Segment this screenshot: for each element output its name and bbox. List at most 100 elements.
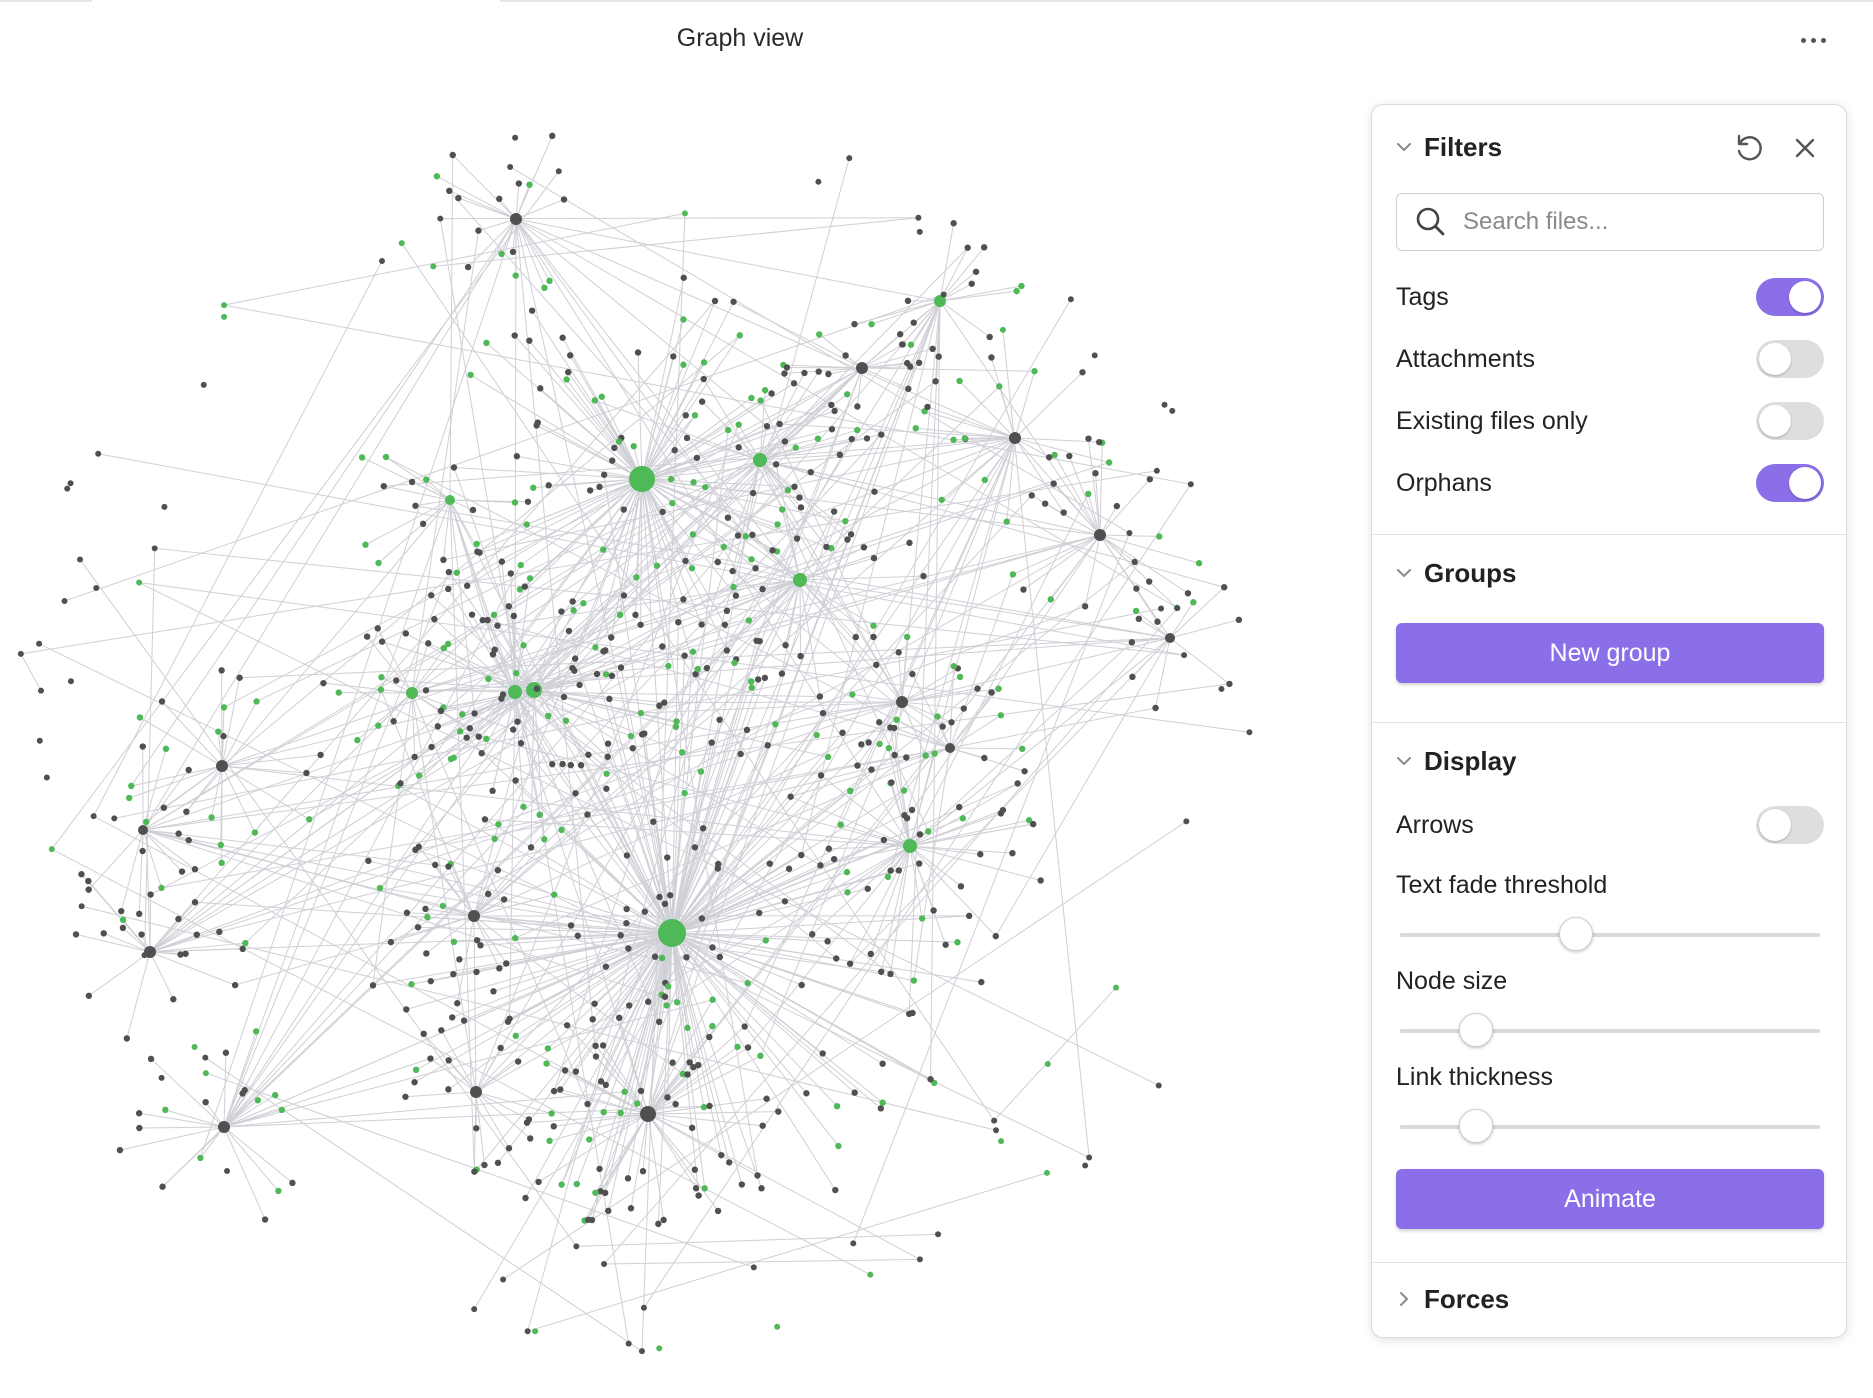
graph-node[interactable] xyxy=(456,956,463,963)
graph-node[interactable] xyxy=(1126,530,1133,537)
graph-node[interactable] xyxy=(843,868,851,876)
graph-node[interactable] xyxy=(602,671,610,678)
graph-node[interactable] xyxy=(158,1074,165,1081)
graph-node[interactable] xyxy=(514,1058,522,1065)
graph-node[interactable] xyxy=(597,1078,605,1085)
graph-node[interactable] xyxy=(681,789,688,797)
graph-node[interactable] xyxy=(563,1022,571,1029)
graph-node[interactable] xyxy=(895,649,902,656)
graph-node[interactable] xyxy=(641,730,648,737)
graph-node[interactable] xyxy=(463,582,471,589)
graph-node[interactable] xyxy=(158,884,165,892)
graph-node[interactable] xyxy=(576,681,583,689)
graph-node[interactable] xyxy=(910,977,918,984)
graph-node[interactable] xyxy=(681,210,688,217)
graph-node[interactable] xyxy=(378,638,386,645)
graph-node[interactable] xyxy=(684,1024,691,1032)
graph-node[interactable] xyxy=(724,426,732,434)
graph-node[interactable] xyxy=(382,453,390,461)
graph-node[interactable] xyxy=(723,607,731,615)
graph-node[interactable] xyxy=(1094,529,1106,541)
graph-node[interactable] xyxy=(927,1076,934,1083)
graph-node[interactable] xyxy=(517,561,525,569)
graph-node[interactable] xyxy=(907,341,915,348)
graph-node[interactable] xyxy=(849,691,856,698)
graph-node[interactable] xyxy=(698,398,706,405)
graph-node[interactable] xyxy=(842,518,849,525)
graph-node[interactable] xyxy=(116,1146,124,1154)
graph-node[interactable] xyxy=(449,1014,456,1021)
graph-node[interactable] xyxy=(363,633,371,640)
graph-node[interactable] xyxy=(784,487,792,494)
graph-node[interactable] xyxy=(161,503,168,510)
graph-node[interactable] xyxy=(468,611,476,618)
graph-node[interactable] xyxy=(490,988,497,995)
graph-node[interactable] xyxy=(790,380,798,387)
graph-node[interactable] xyxy=(1043,1169,1050,1176)
graph-node[interactable] xyxy=(592,1042,599,1050)
graph-node[interactable] xyxy=(1155,1082,1162,1089)
graph-node[interactable] xyxy=(836,451,844,459)
graph-node[interactable] xyxy=(224,1167,231,1174)
graph-node[interactable] xyxy=(692,1185,700,1192)
graph-node[interactable] xyxy=(402,630,410,637)
graph-node[interactable] xyxy=(1129,673,1136,681)
graph-node[interactable] xyxy=(1128,639,1136,646)
graph-node[interactable] xyxy=(445,1057,452,1064)
graph-node[interactable] xyxy=(182,950,189,957)
graph-node[interactable] xyxy=(664,983,672,990)
graph-node[interactable] xyxy=(208,814,215,821)
graph-node[interactable] xyxy=(772,461,780,468)
graph-node[interactable] xyxy=(968,280,975,287)
graph-node[interactable] xyxy=(916,228,923,235)
graph-node[interactable] xyxy=(533,422,540,429)
graph-node[interactable] xyxy=(445,1086,452,1093)
graph-node[interactable] xyxy=(980,244,988,251)
graph-node[interactable] xyxy=(1132,607,1140,615)
graph-node[interactable] xyxy=(484,616,491,624)
graph-node[interactable] xyxy=(724,514,732,521)
graph-node[interactable] xyxy=(801,369,808,377)
graph-node[interactable] xyxy=(828,544,835,552)
graph-node[interactable] xyxy=(221,313,228,320)
graph-node[interactable] xyxy=(507,163,514,170)
graph-node[interactable] xyxy=(735,421,742,428)
graph-node[interactable] xyxy=(119,916,127,924)
graph-node[interactable] xyxy=(854,426,861,434)
graph-node[interactable] xyxy=(711,297,719,305)
graph-node[interactable] xyxy=(253,698,260,705)
graph-node[interactable] xyxy=(38,687,45,694)
graph-node[interactable] xyxy=(306,816,313,823)
graph-node[interactable] xyxy=(735,444,742,451)
graph-node[interactable] xyxy=(817,862,824,869)
graph-node[interactable] xyxy=(617,932,624,939)
graph-node[interactable] xyxy=(147,891,154,898)
graph-node[interactable] xyxy=(177,951,184,958)
graph-node[interactable] xyxy=(758,1185,765,1192)
graph-node[interactable] xyxy=(737,750,744,758)
graph-node[interactable] xyxy=(847,531,855,538)
graph-node[interactable] xyxy=(254,1097,262,1104)
graph-node[interactable] xyxy=(242,939,249,947)
graph-node[interactable] xyxy=(1019,745,1026,753)
graph-node[interactable] xyxy=(702,483,709,491)
graph-node[interactable] xyxy=(511,332,518,339)
graph-node[interactable] xyxy=(1153,467,1160,474)
graph-node[interactable] xyxy=(159,1183,166,1190)
graph-node[interactable] xyxy=(957,883,965,890)
graph-node[interactable] xyxy=(787,793,794,800)
graph-node[interactable] xyxy=(703,664,711,672)
graph-node[interactable] xyxy=(464,263,472,271)
graph-node[interactable] xyxy=(1014,780,1021,787)
graph-node[interactable] xyxy=(67,480,74,487)
graph-node[interactable] xyxy=(1183,818,1190,825)
graph-node[interactable] xyxy=(570,607,577,614)
graph-node[interactable] xyxy=(428,743,435,751)
slider-thumb[interactable] xyxy=(1559,917,1594,951)
graph-node[interactable] xyxy=(1169,407,1176,414)
graph-node[interactable] xyxy=(701,1185,708,1192)
graph-node[interactable] xyxy=(390,718,397,725)
graph-node[interactable] xyxy=(672,1100,679,1108)
graph-node[interactable] xyxy=(320,679,327,687)
graph-node[interactable] xyxy=(950,436,957,444)
